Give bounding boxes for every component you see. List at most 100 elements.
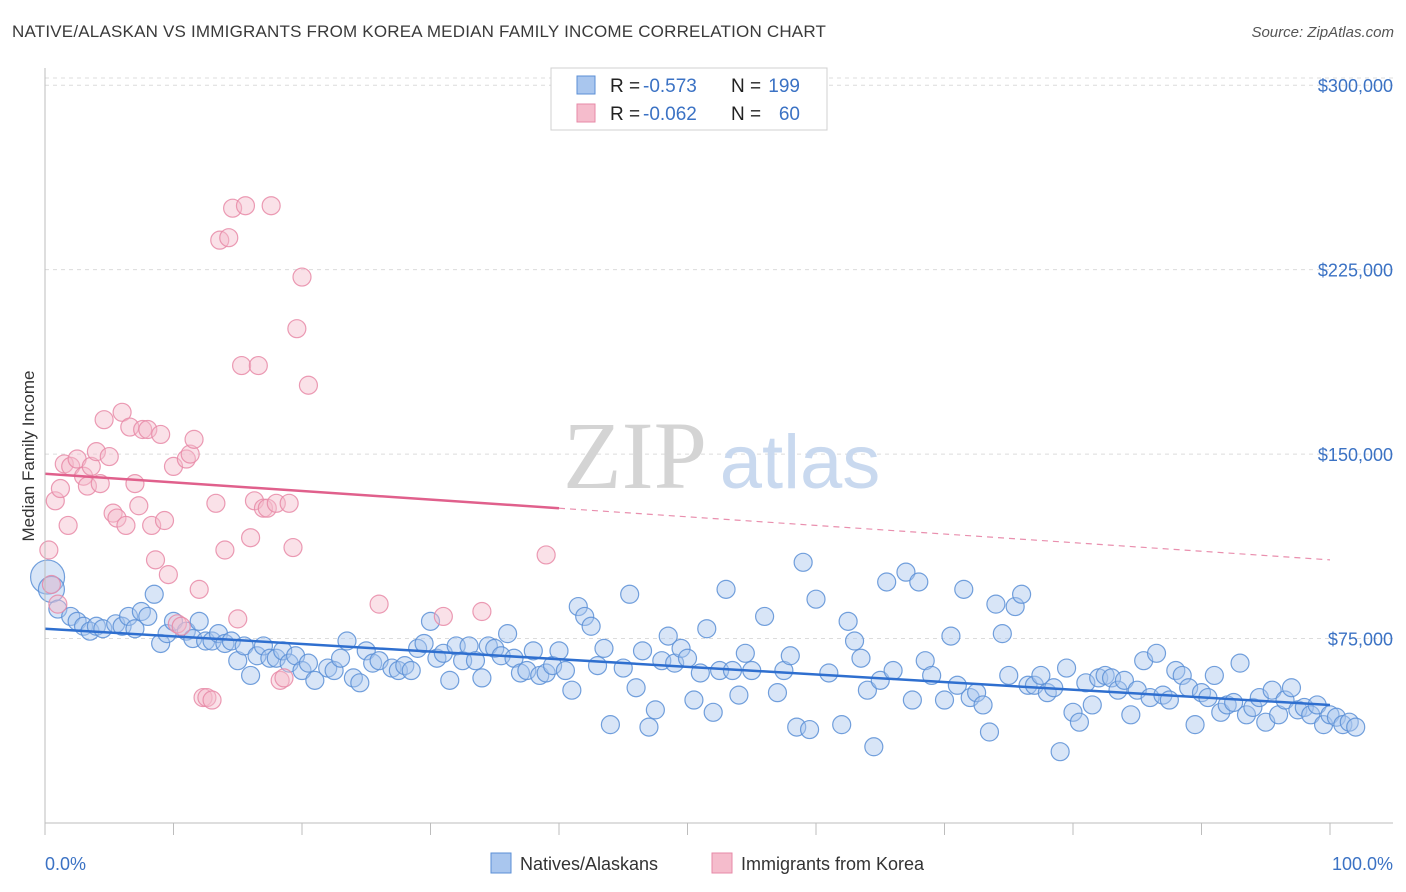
natives-point	[536, 663, 556, 683]
natives-point	[600, 715, 621, 735]
natives-point	[1031, 665, 1051, 686]
watermark: ZIP atlas	[563, 402, 880, 509]
legend-korea-label: Immigrants from Korea	[741, 854, 925, 874]
natives-point	[414, 633, 434, 654]
korea-point	[232, 355, 252, 376]
natives-point	[851, 648, 871, 668]
natives-point	[1076, 673, 1096, 693]
natives-point	[350, 673, 370, 693]
natives-point	[517, 660, 537, 681]
trend-lines	[44, 472, 1331, 707]
natives-point	[131, 601, 151, 622]
natives-point	[1275, 690, 1295, 710]
natives-point	[864, 737, 884, 757]
korea-point	[228, 609, 248, 629]
legend-n-label-1: N =	[731, 76, 761, 97]
y-tick-label-225000: $225,000	[1318, 261, 1393, 281]
natives-point	[1172, 665, 1192, 686]
korea-point	[133, 419, 153, 440]
series-legend: Natives/Alaskans Immigrants from Korea	[490, 852, 925, 874]
korea-point	[142, 515, 162, 536]
natives-point	[1056, 658, 1077, 678]
natives-point	[677, 648, 698, 668]
natives-point	[902, 690, 922, 710]
natives-point	[620, 584, 640, 604]
legend-swatch-blue	[576, 75, 596, 95]
natives-point	[472, 668, 492, 688]
source-label: Source: ZipAtlas.com	[1251, 24, 1394, 41]
natives-point	[1326, 707, 1347, 727]
natives-point	[1339, 712, 1359, 732]
natives-point	[1146, 643, 1167, 663]
natives-point	[61, 606, 81, 627]
korea-point	[81, 456, 101, 477]
korea-point	[235, 196, 256, 216]
korea-point	[116, 515, 136, 536]
natives-point	[1069, 712, 1090, 732]
natives-point	[1230, 653, 1250, 673]
natives-point	[1005, 596, 1025, 617]
legend-natives-label: Natives/Alaskans	[520, 854, 658, 874]
natives-point	[632, 641, 653, 661]
natives-point	[266, 648, 286, 668]
natives-point	[986, 594, 1006, 614]
korea-trend-line	[44, 472, 560, 510]
korea-point	[189, 579, 209, 599]
korea-point	[171, 616, 191, 636]
natives-point	[144, 584, 164, 604]
korea-point	[472, 601, 492, 622]
natives-point	[767, 683, 788, 703]
korea-point	[48, 594, 68, 614]
natives-point	[896, 562, 916, 582]
y-tick-labels: $75,000 $150,000 $225,000 $300,000	[1318, 76, 1393, 649]
natives-point	[658, 626, 678, 646]
natives-point	[684, 690, 704, 710]
natives-point	[305, 670, 325, 690]
x-ticks	[44, 823, 1331, 835]
korea-point	[90, 474, 110, 494]
natives-point	[343, 668, 363, 688]
natives-point	[1243, 697, 1263, 718]
korea-point	[248, 355, 268, 376]
korea-point	[50, 478, 71, 499]
natives-point	[440, 670, 460, 690]
natives-point	[1301, 705, 1321, 725]
korea-point	[292, 267, 312, 287]
natives-point	[1121, 705, 1141, 725]
legend-r-label-2: R =	[610, 104, 640, 125]
series-korea-points	[39, 196, 556, 710]
legend-n-label-2: N =	[731, 104, 761, 125]
korea-point	[58, 515, 78, 536]
x-tick-label-0: 0.0%	[45, 854, 86, 874]
korea-point	[112, 402, 132, 422]
natives-point	[189, 611, 209, 631]
natives-point	[697, 619, 717, 639]
natives-point	[1011, 584, 1032, 604]
natives-point	[979, 722, 1000, 742]
natives-point	[581, 616, 601, 636]
korea-point	[94, 410, 114, 430]
korea-point	[39, 540, 59, 560]
natives-point	[241, 665, 261, 686]
korea-point	[184, 429, 204, 449]
natives-point	[973, 695, 993, 715]
natives-point	[568, 596, 588, 617]
korea-point	[283, 537, 303, 558]
watermark-atlas: atlas	[720, 420, 881, 505]
natives-point	[844, 631, 865, 651]
natives-point	[806, 589, 826, 609]
legend-natives-swatch	[490, 852, 512, 874]
natives-point	[754, 606, 775, 627]
natives-point	[793, 552, 813, 572]
korea-trend-line-extension	[558, 507, 1331, 561]
korea-point	[45, 491, 65, 511]
natives-trend-line	[44, 627, 1331, 707]
natives-point	[1236, 705, 1257, 725]
korea-point	[125, 474, 145, 494]
natives-point	[1159, 690, 1179, 710]
natives-point	[671, 638, 691, 658]
korea-point	[241, 528, 261, 548]
korea-point	[369, 594, 389, 614]
natives-point	[118, 606, 139, 627]
